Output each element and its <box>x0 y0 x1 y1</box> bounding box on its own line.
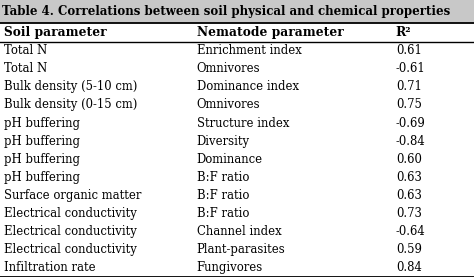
Text: R²: R² <box>396 26 411 39</box>
Text: Soil parameter: Soil parameter <box>4 26 107 39</box>
Text: -0.69: -0.69 <box>396 117 426 130</box>
Text: Nematode parameter: Nematode parameter <box>197 26 344 39</box>
Text: Total N: Total N <box>4 44 47 57</box>
Text: Fungivores: Fungivores <box>197 261 263 275</box>
Text: 0.61: 0.61 <box>396 44 422 57</box>
Text: Electrical conductivity: Electrical conductivity <box>4 225 137 238</box>
Text: Dominance index: Dominance index <box>197 80 299 93</box>
Text: -0.84: -0.84 <box>396 135 426 148</box>
Text: B:F ratio: B:F ratio <box>197 171 249 184</box>
Text: 0.75: 0.75 <box>396 98 422 111</box>
Text: 0.63: 0.63 <box>396 171 422 184</box>
Text: 0.63: 0.63 <box>396 189 422 202</box>
Text: Electrical conductivity: Electrical conductivity <box>4 207 137 220</box>
Text: Total N: Total N <box>4 62 47 75</box>
Text: Bulk density (0-15 cm): Bulk density (0-15 cm) <box>4 98 137 111</box>
Bar <box>0 0 474 23</box>
Text: Plant-parasites: Plant-parasites <box>197 243 285 256</box>
Text: Bulk density (5-10 cm): Bulk density (5-10 cm) <box>4 80 137 93</box>
Text: Channel index: Channel index <box>197 225 282 238</box>
Text: Diversity: Diversity <box>197 135 250 148</box>
Text: B:F ratio: B:F ratio <box>197 207 249 220</box>
Text: Structure index: Structure index <box>197 117 289 130</box>
Text: 0.71: 0.71 <box>396 80 422 93</box>
Text: pH buffering: pH buffering <box>4 117 80 130</box>
Text: -0.61: -0.61 <box>396 62 426 75</box>
Text: B:F ratio: B:F ratio <box>197 189 249 202</box>
Text: 0.84: 0.84 <box>396 261 422 275</box>
Text: -0.64: -0.64 <box>396 225 426 238</box>
Text: Enrichment index: Enrichment index <box>197 44 301 57</box>
Text: Omnivores: Omnivores <box>197 62 260 75</box>
Text: 0.59: 0.59 <box>396 243 422 256</box>
Text: pH buffering: pH buffering <box>4 135 80 148</box>
Text: Omnivores: Omnivores <box>197 98 260 111</box>
Text: pH buffering: pH buffering <box>4 171 80 184</box>
Text: pH buffering: pH buffering <box>4 153 80 166</box>
Text: Table 4. Correlations between soil physical and chemical properties: Table 4. Correlations between soil physi… <box>2 5 451 18</box>
Text: 0.60: 0.60 <box>396 153 422 166</box>
Text: Electrical conductivity: Electrical conductivity <box>4 243 137 256</box>
Text: Infiltration rate: Infiltration rate <box>4 261 95 275</box>
Text: Surface organic matter: Surface organic matter <box>4 189 141 202</box>
Text: Dominance: Dominance <box>197 153 263 166</box>
Text: 0.73: 0.73 <box>396 207 422 220</box>
